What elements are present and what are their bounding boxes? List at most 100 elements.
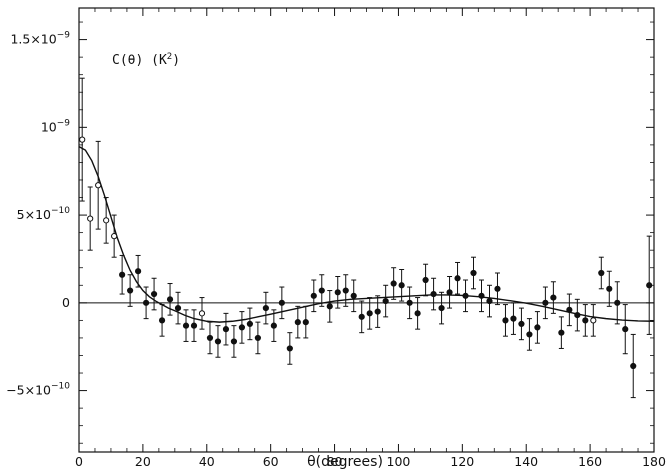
data-point — [622, 304, 629, 355]
fit-curve — [78, 146, 655, 323]
point-marker — [158, 317, 166, 324]
point-marker — [95, 182, 102, 189]
quantity-annotation: C(θ) (K2) — [112, 52, 180, 68]
data-points-group — [79, 77, 653, 399]
point-marker — [342, 287, 349, 294]
data-point — [574, 298, 581, 332]
point-marker — [334, 289, 341, 296]
data-point — [230, 325, 238, 358]
point-marker — [494, 285, 501, 292]
point-marker — [270, 322, 277, 329]
point-marker — [438, 304, 445, 312]
data-point — [334, 276, 341, 309]
point-marker — [294, 319, 301, 326]
point-marker — [542, 299, 549, 306]
point-marker — [206, 334, 214, 342]
point-marker — [574, 312, 581, 319]
point-marker — [134, 268, 142, 275]
data-point — [270, 309, 277, 342]
y-tick-label: −5×10−10 — [6, 382, 70, 398]
x-tick-label: 140 — [514, 454, 538, 469]
data-point — [190, 309, 198, 342]
data-point — [590, 304, 597, 337]
point-marker — [350, 292, 357, 299]
point-marker — [518, 320, 525, 327]
point-marker — [246, 320, 254, 327]
data-point — [134, 254, 142, 288]
point-marker — [142, 299, 150, 306]
x-tick-label: 20 — [135, 454, 151, 469]
point-marker — [318, 287, 325, 294]
data-point — [518, 307, 525, 341]
data-point — [510, 302, 517, 335]
data-point — [318, 274, 325, 307]
point-marker — [406, 299, 413, 306]
x-tick-label: 0 — [75, 454, 83, 469]
point-marker — [238, 324, 246, 331]
point-marker — [119, 271, 126, 278]
data-point — [606, 270, 613, 307]
point-marker — [454, 275, 461, 282]
point-marker — [150, 290, 158, 298]
point-marker — [446, 289, 453, 296]
data-point — [374, 295, 381, 328]
y-tick-label: 0 — [62, 295, 70, 310]
point-marker — [422, 276, 429, 284]
point-marker — [430, 290, 437, 298]
point-marker — [582, 317, 589, 324]
point-marker — [103, 217, 110, 224]
point-marker — [190, 322, 198, 329]
data-point — [142, 286, 150, 320]
data-point — [310, 279, 317, 313]
data-point — [238, 311, 246, 344]
data-point — [542, 286, 549, 320]
point-marker — [254, 334, 261, 342]
data-point — [614, 281, 621, 325]
data-point — [111, 214, 118, 258]
data-point — [398, 268, 405, 302]
data-point — [103, 197, 110, 244]
point-marker — [558, 329, 565, 336]
y-tick-label: 10−9 — [41, 118, 70, 134]
point-marker — [278, 299, 285, 306]
data-point — [430, 277, 437, 311]
data-point — [302, 305, 309, 339]
data-point — [566, 293, 573, 327]
point-marker — [166, 296, 174, 303]
point-marker — [310, 292, 317, 299]
data-point — [350, 279, 357, 313]
data-point — [342, 274, 349, 307]
x-tick-label: 160 — [578, 454, 602, 469]
data-point — [158, 304, 166, 337]
point-marker — [366, 310, 373, 317]
data-point — [358, 300, 365, 334]
axes: 0 20 40 60 80 100 120 140 160 180 −5×10−10 0 5×10−10… — [6, 7, 666, 469]
data-point — [470, 256, 477, 290]
point-marker — [534, 324, 541, 331]
plot-frame — [78, 7, 655, 453]
point-marker — [478, 292, 485, 299]
point-marker — [230, 338, 238, 345]
point-marker — [262, 304, 269, 312]
x-tick-label: 40 — [199, 454, 215, 469]
point-marker — [398, 282, 405, 289]
data-point — [406, 286, 413, 320]
x-tick-label: 180 — [642, 454, 666, 469]
data-point — [254, 321, 261, 355]
data-point — [198, 297, 206, 330]
point-marker — [614, 299, 621, 306]
point-marker — [222, 326, 230, 333]
point-marker — [390, 280, 397, 287]
data-point — [494, 272, 501, 306]
y-tick-label: 1.5×10−9 — [10, 31, 70, 47]
point-marker — [214, 338, 222, 345]
data-point — [382, 284, 389, 318]
point-marker — [598, 269, 605, 277]
point-marker — [606, 285, 613, 292]
data-point — [462, 279, 469, 313]
data-point — [558, 316, 565, 349]
data-point — [87, 186, 94, 251]
data-point — [326, 290, 333, 323]
x-tick-label: 80 — [327, 454, 343, 469]
